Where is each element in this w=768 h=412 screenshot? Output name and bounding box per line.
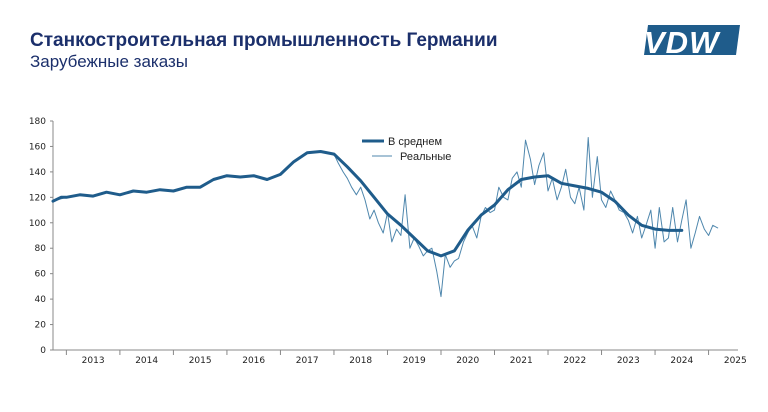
vdw-logo-text: VDW (644, 25, 720, 60)
vdw-logo (644, 25, 740, 55)
series-average-line (51, 150, 684, 258)
y-tick-label: 100 (29, 219, 46, 229)
chart-axes: 0 20 40 60 80 100 120 140 160 180 2013 2014 2015 2016… (29, 117, 747, 366)
x-tick-label: 2021 (510, 356, 533, 366)
series-real-line (52, 137, 719, 298)
x-tick-label: 2022 (563, 356, 586, 366)
x-tick-label: 2023 (617, 356, 640, 366)
y-tick-label: 120 (29, 193, 46, 203)
y-tick-label: 160 (29, 142, 46, 152)
chart-subtitle: Зарубежные заказы (30, 52, 188, 71)
x-tick-label: 2013 (82, 356, 105, 366)
y-tick-label: 140 (29, 168, 46, 178)
x-tick-label: 2020 (456, 356, 479, 366)
chart-title: Станкостроительная промышленность Герман… (30, 30, 498, 51)
y-tick-label: 80 (35, 244, 47, 254)
y-tick-label: 60 (35, 270, 47, 280)
y-tick-label: 0 (40, 346, 46, 356)
x-tick-label: 2018 (349, 356, 372, 366)
x-tick-label: 2015 (189, 356, 212, 366)
x-tick-label: 2019 (403, 356, 426, 366)
x-tick-label: 2014 (135, 356, 158, 366)
chart-series (51, 137, 719, 298)
legend-label-average: В среднем (388, 136, 442, 148)
chart-legend: В среднем Реальные (362, 136, 451, 163)
x-tick-label: 2025 (724, 356, 747, 366)
x-tick-label: 2016 (242, 356, 265, 366)
x-tick-label: 2024 (670, 356, 693, 366)
y-tick-label: 180 (29, 117, 46, 127)
y-tick-label: 40 (35, 295, 47, 305)
x-tick-label: 2017 (296, 356, 319, 366)
legend-label-real: Реальные (400, 151, 451, 163)
y-tick-label: 20 (35, 321, 47, 331)
